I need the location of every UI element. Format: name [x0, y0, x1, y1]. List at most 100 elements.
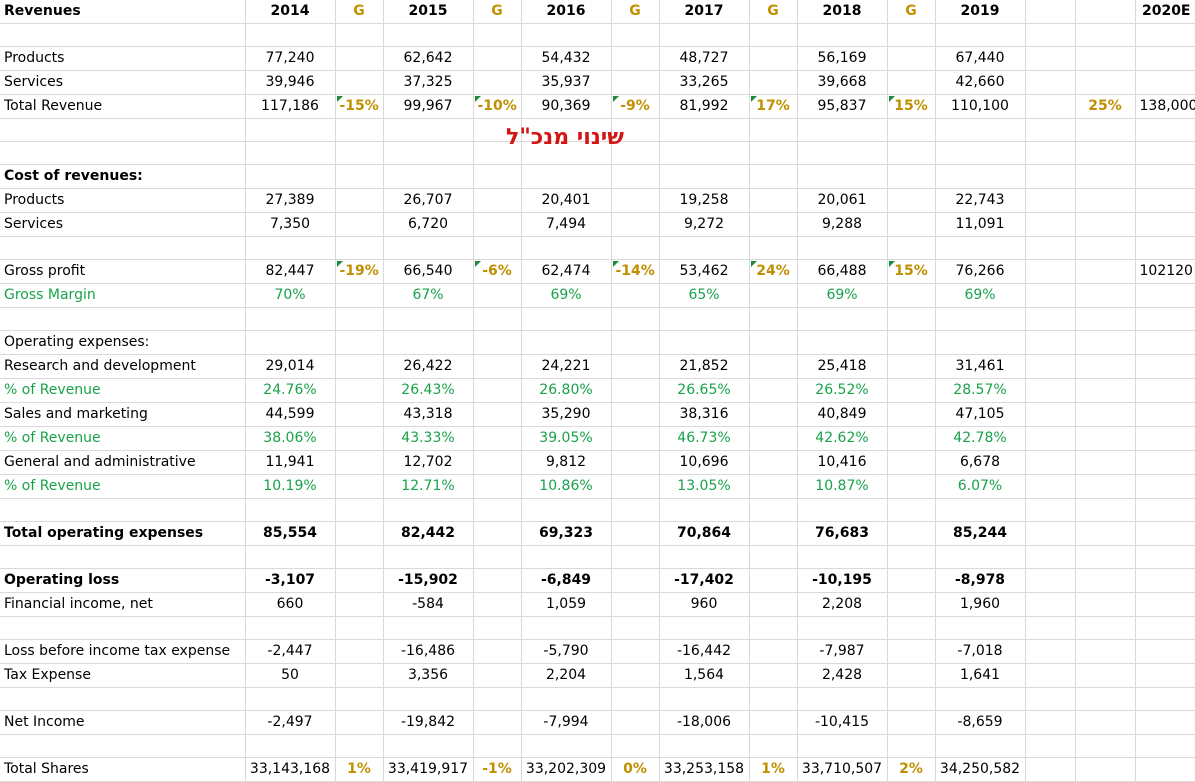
empty-cell[interactable]: [749, 474, 798, 499]
empty-cell[interactable]: [749, 498, 798, 522]
value-cell[interactable]: -6,849: [521, 568, 612, 593]
empty-cell[interactable]: [611, 568, 660, 593]
empty-cell[interactable]: [1025, 378, 1076, 403]
empty-cell[interactable]: [521, 545, 612, 569]
value-cell[interactable]: 81,992: [659, 94, 750, 119]
value-cell[interactable]: -10,195: [797, 568, 888, 593]
empty-cell[interactable]: [1135, 164, 1195, 189]
empty-cell[interactable]: [797, 141, 888, 165]
header-label[interactable]: Revenues: [0, 0, 246, 24]
empty-cell[interactable]: [1075, 545, 1136, 569]
growth-cell[interactable]: 25%: [1075, 94, 1136, 119]
empty-cell[interactable]: [887, 426, 936, 451]
year-header[interactable]: 2017: [659, 0, 750, 24]
value-cell[interactable]: 48,727: [659, 46, 750, 71]
empty-cell[interactable]: [0, 141, 246, 165]
empty-cell[interactable]: [383, 616, 474, 640]
empty-cell[interactable]: [473, 46, 522, 71]
empty-cell[interactable]: [1025, 259, 1076, 284]
value-cell[interactable]: 69,323: [521, 521, 612, 546]
empty-cell[interactable]: [749, 639, 798, 664]
empty-cell[interactable]: [473, 188, 522, 213]
value-cell[interactable]: 76,266: [935, 259, 1026, 284]
empty-cell[interactable]: [749, 378, 798, 403]
empty-cell[interactable]: [1025, 330, 1076, 355]
empty-cell[interactable]: [335, 283, 384, 308]
empty-cell[interactable]: [611, 616, 660, 640]
empty-cell[interactable]: [521, 307, 612, 331]
section-title[interactable]: Cost of revenues:: [0, 164, 246, 189]
value-cell[interactable]: 54,432: [521, 46, 612, 71]
value-cell[interactable]: -8,659: [935, 710, 1026, 735]
empty-cell[interactable]: [1135, 474, 1195, 499]
empty-cell[interactable]: [659, 734, 750, 758]
empty-cell[interactable]: [749, 592, 798, 617]
empty-cell[interactable]: [611, 236, 660, 260]
empty-cell[interactable]: [797, 734, 888, 758]
row-label[interactable]: Operating loss: [0, 568, 246, 593]
empty-cell[interactable]: [521, 498, 612, 522]
row-label[interactable]: General and administrative: [0, 450, 246, 475]
empty-cell[interactable]: [521, 687, 612, 711]
empty-cell[interactable]: [887, 592, 936, 617]
empty-cell[interactable]: [1025, 23, 1076, 47]
value-cell[interactable]: 56,169: [797, 46, 888, 71]
empty-cell[interactable]: [935, 734, 1026, 758]
value-cell[interactable]: 6,720: [383, 212, 474, 237]
empty-cell[interactable]: [1075, 521, 1136, 546]
empty-cell[interactable]: [611, 118, 660, 142]
empty-cell[interactable]: [383, 164, 474, 189]
empty-cell[interactable]: [887, 354, 936, 379]
empty-cell[interactable]: [245, 23, 336, 47]
growth-cell[interactable]: 1%: [335, 757, 384, 782]
value-cell[interactable]: 35,937: [521, 70, 612, 95]
year-header[interactable]: 2018: [797, 0, 888, 24]
empty-cell[interactable]: [1075, 141, 1136, 165]
empty-cell[interactable]: [0, 498, 246, 522]
estimate-cell[interactable]: 138,000: [1135, 94, 1195, 119]
empty-cell[interactable]: [611, 378, 660, 403]
value-cell[interactable]: 33,143,168: [245, 757, 336, 782]
empty-cell[interactable]: [1025, 70, 1076, 95]
empty-cell[interactable]: [1025, 521, 1076, 546]
value-cell[interactable]: 33,253,158: [659, 757, 750, 782]
row-label[interactable]: Products: [0, 188, 246, 213]
value-cell[interactable]: 26.52%: [797, 378, 888, 403]
empty-cell[interactable]: [887, 710, 936, 735]
value-cell[interactable]: 69%: [521, 283, 612, 308]
empty-cell[interactable]: [335, 118, 384, 142]
empty-cell[interactable]: [1025, 164, 1076, 189]
empty-cell[interactable]: [335, 734, 384, 758]
empty-cell[interactable]: [749, 70, 798, 95]
empty-cell[interactable]: [1025, 212, 1076, 237]
value-cell[interactable]: -2,447: [245, 639, 336, 664]
empty-cell[interactable]: [887, 378, 936, 403]
empty-cell[interactable]: [611, 426, 660, 451]
empty-cell[interactable]: [1135, 710, 1195, 735]
value-cell[interactable]: 12.71%: [383, 474, 474, 499]
empty-cell[interactable]: [611, 307, 660, 331]
value-cell[interactable]: 26,707: [383, 188, 474, 213]
row-label[interactable]: Total Shares: [0, 757, 246, 782]
empty-cell[interactable]: [473, 307, 522, 331]
empty-cell[interactable]: [473, 378, 522, 403]
empty-cell[interactable]: [473, 545, 522, 569]
empty-cell[interactable]: [611, 164, 660, 189]
empty-cell[interactable]: [611, 521, 660, 546]
empty-cell[interactable]: [749, 330, 798, 355]
empty-cell[interactable]: [335, 141, 384, 165]
empty-cell[interactable]: [1135, 616, 1195, 640]
empty-cell[interactable]: [245, 545, 336, 569]
growth-cell[interactable]: 15%: [887, 259, 936, 284]
value-cell[interactable]: -8,978: [935, 568, 1026, 593]
empty-cell[interactable]: [383, 118, 474, 142]
row-label[interactable]: Tax Expense: [0, 663, 246, 688]
growth-header[interactable]: G: [611, 0, 660, 24]
empty-cell[interactable]: [1025, 450, 1076, 475]
empty-cell[interactable]: [659, 23, 750, 47]
empty-cell[interactable]: [383, 330, 474, 355]
empty-cell[interactable]: [1025, 545, 1076, 569]
empty-cell[interactable]: [1135, 236, 1195, 260]
empty-cell[interactable]: [245, 616, 336, 640]
section-title[interactable]: Operating expenses:: [0, 330, 246, 355]
